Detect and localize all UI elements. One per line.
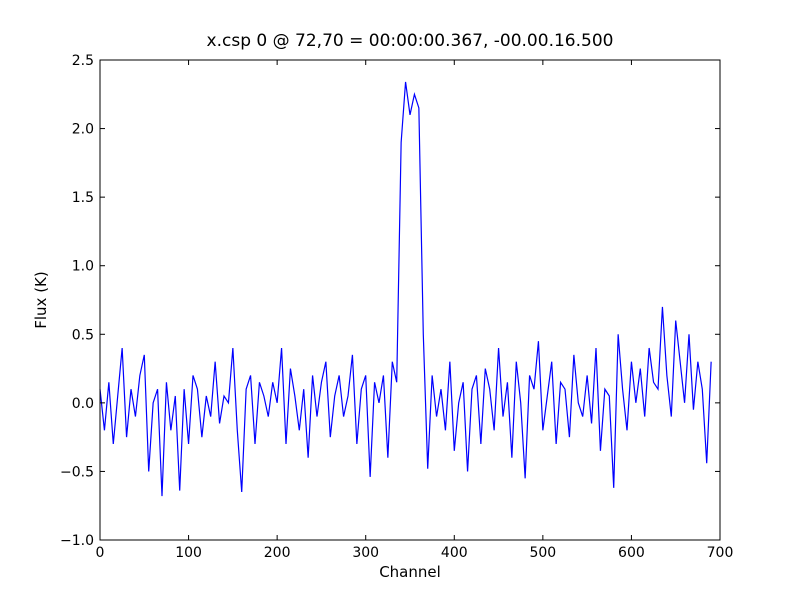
y-tick-label: 0.0	[72, 396, 94, 412]
x-tick-label: 600	[618, 545, 645, 561]
x-tick-label: 500	[529, 545, 556, 561]
x-axis-label: Channel	[379, 563, 441, 581]
y-axis-label: Flux (K)	[32, 271, 50, 329]
x-tick-label: 700	[707, 545, 734, 561]
y-tick-label: −1.0	[60, 533, 94, 549]
chart-title: x.csp 0 @ 72,70 = 00:00:00.367, -00.00.1…	[207, 31, 614, 51]
x-tick-label: 0	[96, 545, 105, 561]
y-tick-label: 2.5	[72, 53, 94, 69]
y-tick-label: 1.5	[72, 190, 94, 206]
data-line	[99, 81, 712, 497]
x-tick-label: 400	[441, 545, 468, 561]
y-tick-label: −0.5	[60, 464, 94, 480]
y-tick-label: 1.0	[72, 259, 94, 275]
y-tick-label: 2.0	[72, 122, 94, 138]
x-tick-label: 300	[352, 545, 379, 561]
y-tick-label: 0.5	[72, 327, 94, 343]
plot-frame	[99, 59, 721, 541]
x-tick-label: 200	[264, 545, 291, 561]
x-tick-label: 100	[175, 545, 202, 561]
